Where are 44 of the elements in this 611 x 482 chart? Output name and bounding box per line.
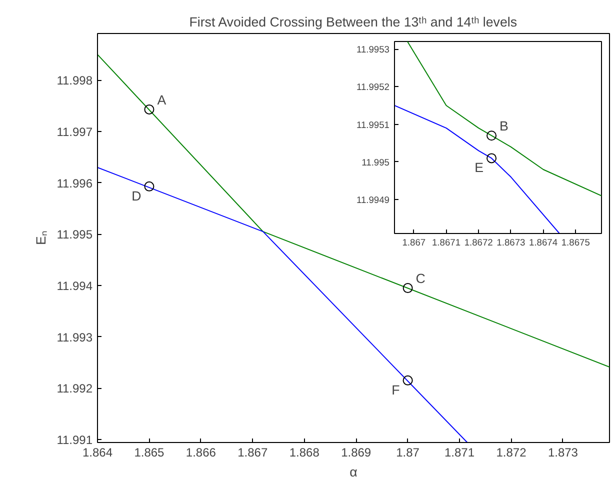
annotation: D bbox=[132, 188, 142, 204]
x-tick-label: 1.8674 bbox=[529, 238, 558, 248]
y-tick-label: 11.992 bbox=[56, 382, 93, 396]
x-tick-label: 1.872 bbox=[496, 446, 527, 460]
x-tick-label: 1.871 bbox=[444, 446, 475, 460]
y-tick-label: 11.9952 bbox=[356, 82, 390, 92]
x-tick-label: 1.869 bbox=[341, 446, 372, 460]
y-tick-label: 11.9951 bbox=[356, 120, 390, 130]
x-tick-label: 1.8672 bbox=[464, 238, 493, 248]
y-tick-label: 11.991 bbox=[56, 432, 93, 447]
annotation: E bbox=[474, 160, 484, 176]
point bbox=[144, 181, 154, 192]
x-tick-label: 1.873 bbox=[548, 446, 578, 460]
y-axis-title: Eₙ bbox=[34, 231, 49, 245]
y-tick-label: 11.994 bbox=[56, 278, 93, 293]
annotation: A bbox=[157, 92, 166, 108]
y-tick-label: 11.995 bbox=[56, 228, 93, 242]
line-series bbox=[406, 42, 602, 196]
x-tick-label: 1.865 bbox=[134, 446, 165, 460]
x-tick-label: 1.864 bbox=[82, 446, 113, 460]
annotation: B bbox=[500, 118, 509, 134]
y-tick-label: 11.996 bbox=[56, 176, 93, 190]
point bbox=[144, 104, 154, 114]
annotation: C bbox=[416, 271, 426, 286]
point bbox=[402, 283, 413, 294]
x-axis-title: α bbox=[350, 464, 358, 480]
x-tick-label: 1.867 bbox=[402, 238, 426, 248]
y-tick-label: 11.995 bbox=[362, 157, 390, 168]
x-tick-label: 1.8675 bbox=[561, 238, 590, 248]
x-tick-label: 1.8673 bbox=[496, 238, 526, 248]
x-tick-label: 1.868 bbox=[289, 446, 320, 460]
x-tick-label: 1.866 bbox=[186, 446, 216, 460]
x-tick-label: 1.87 bbox=[396, 446, 420, 460]
annotation: F bbox=[392, 382, 400, 398]
y-tick-label: 11.998 bbox=[56, 74, 93, 88]
x-tick-label: 1.8671 bbox=[432, 238, 461, 248]
y-tick-label: 11.997 bbox=[56, 125, 93, 140]
y-tick-label: 11.9953 bbox=[356, 44, 390, 55]
chart-title: First Avoided Crossing Between the 13ᵗʰ and 14ᵗʰ levels bbox=[189, 14, 518, 30]
x-tick-label: 1.867 bbox=[238, 446, 268, 460]
y-tick-label: 11.993 bbox=[56, 330, 93, 344]
point bbox=[402, 375, 413, 386]
line-series bbox=[394, 105, 560, 234]
y-tick-label: 11.9949 bbox=[356, 195, 390, 206]
